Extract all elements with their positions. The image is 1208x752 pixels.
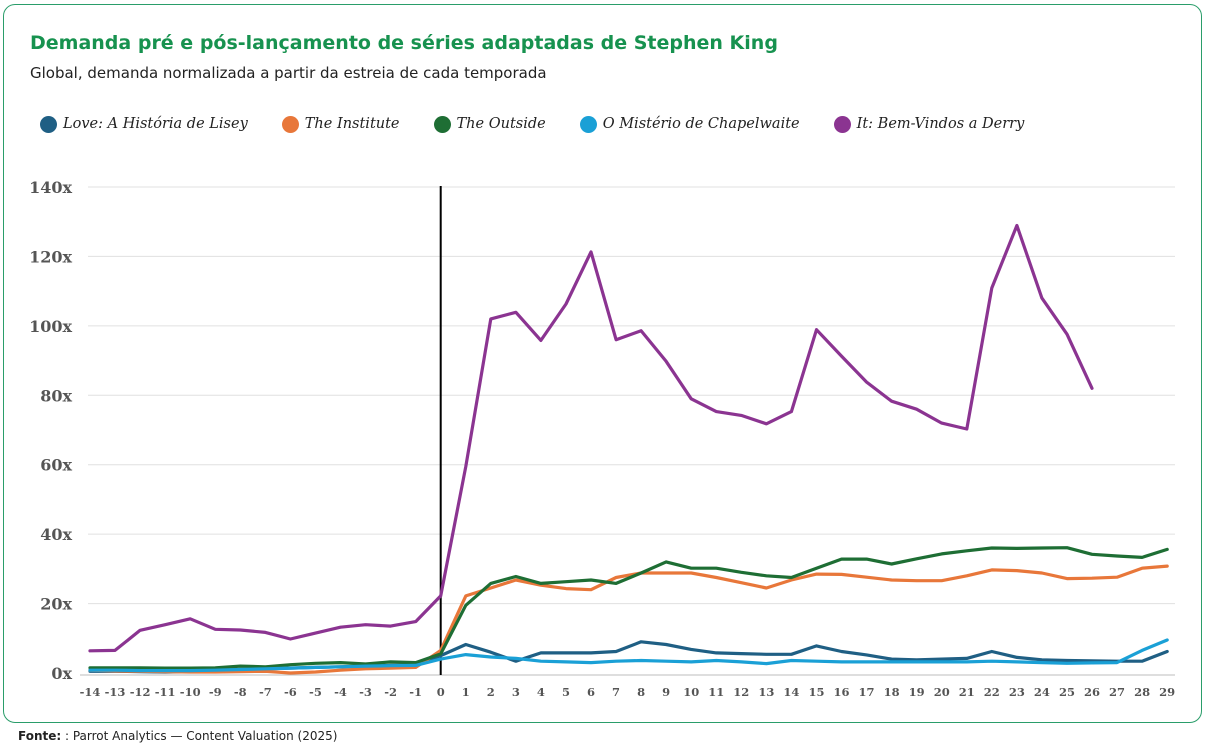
legend-item-1: The Institute	[281, 115, 400, 133]
x-tick-label: -6	[284, 685, 297, 699]
x-tick-label: 13	[758, 685, 774, 699]
y-tick-label: 60x	[40, 456, 72, 475]
legend-swatch	[40, 115, 57, 133]
legend-item-4: It: Bem-Vindos a Derry	[833, 115, 1025, 133]
y-tick-label: 140x	[29, 178, 72, 197]
x-tick-label: -12	[130, 685, 151, 699]
x-tick-label: 20	[934, 685, 950, 699]
x-tick-label: 4	[537, 685, 545, 699]
x-tick-label: 8	[637, 685, 645, 699]
x-tick-label: 19	[909, 685, 925, 699]
x-tick-label: 16	[833, 685, 849, 699]
x-tick-label: 15	[808, 685, 824, 699]
x-tick-label: -8	[234, 685, 247, 699]
x-tick-label: 28	[1134, 685, 1150, 699]
legend-label: The Outside	[456, 116, 546, 132]
x-tick-label: 9	[662, 685, 670, 699]
x-tick-label: -14	[80, 685, 101, 699]
legend-label: It: Bem-Vindos a Derry	[856, 116, 1025, 132]
legend-label: O Mistério de Chapelwaite	[602, 116, 800, 132]
x-tick-label: 25	[1059, 685, 1075, 699]
chart-subtitle: Global, demanda normalizada a partir da …	[30, 64, 547, 82]
x-tick-label: 12	[733, 685, 749, 699]
x-tick-label: 14	[783, 685, 799, 699]
legend-label: The Institute	[304, 116, 400, 132]
x-tick-label: -5	[309, 685, 322, 699]
x-tick-label: 27	[1109, 685, 1125, 699]
x-tick-label: 11	[708, 685, 724, 699]
y-tick-label: 20x	[40, 595, 72, 614]
x-tick-label: 26	[1084, 685, 1100, 699]
x-tick-label: 17	[859, 685, 875, 699]
x-tick-label: 6	[587, 685, 595, 699]
source-label: Fonte:	[18, 729, 62, 743]
x-tick-label: -10	[180, 685, 201, 699]
x-tick-label: 3	[512, 685, 520, 699]
x-tick-label: 18	[884, 685, 900, 699]
series-line-4	[88, 223, 1094, 653]
legend-item-3: O Mistério de Chapelwaite	[579, 115, 800, 133]
y-tick-label: 120x	[29, 247, 72, 266]
series-line-1	[88, 564, 1169, 675]
chart-legend: Love: A História de Lisey The Institute Th…	[40, 112, 1058, 136]
legend-swatch	[433, 115, 451, 133]
x-tick-label: 0	[437, 685, 445, 699]
y-tick-label: 40x	[40, 525, 72, 544]
x-tick-label: -9	[209, 685, 222, 699]
x-tick-label: 2	[487, 685, 495, 699]
x-tick-label: -2	[384, 685, 397, 699]
x-tick-label: 7	[612, 685, 620, 699]
legend-label: Love: A História de Lisey	[63, 116, 248, 132]
legend-item-0: Love: A História de Lisey	[40, 115, 248, 133]
source-text: : Parrot Analytics — Content Valuation (…	[61, 729, 338, 743]
y-tick-label: 100x	[29, 317, 72, 336]
x-tick-label: -13	[105, 685, 126, 699]
series-line-3	[88, 638, 1169, 673]
chart-title: Demanda pré e pós-lançamento de séries a…	[30, 32, 778, 54]
x-tick-label: -11	[155, 685, 176, 699]
series-line-2	[88, 546, 1169, 670]
x-tick-label: 22	[984, 685, 1000, 699]
x-tick-label: -1	[409, 685, 422, 699]
y-tick-label: 0x	[51, 664, 72, 683]
x-tick-label: -7	[259, 685, 272, 699]
x-tick-label: 24	[1034, 685, 1050, 699]
source-note: Fonte: : Parrot Analytics — Content Valu…	[18, 729, 337, 743]
x-tick-label: 29	[1159, 685, 1175, 699]
x-tick-label: 5	[562, 685, 570, 699]
x-tick-label: -3	[359, 685, 372, 699]
x-tick-label: -4	[334, 685, 347, 699]
x-tick-label: 10	[683, 685, 699, 699]
y-tick-label: 80x	[40, 386, 72, 405]
legend-swatch	[281, 115, 299, 133]
x-tick-label: 21	[959, 685, 975, 699]
x-tick-label: 23	[1009, 685, 1025, 699]
legend-swatch	[833, 115, 851, 133]
legend-swatch	[579, 115, 597, 133]
x-tick-label: 1	[462, 685, 470, 699]
legend-item-2: The Outside	[433, 115, 546, 133]
